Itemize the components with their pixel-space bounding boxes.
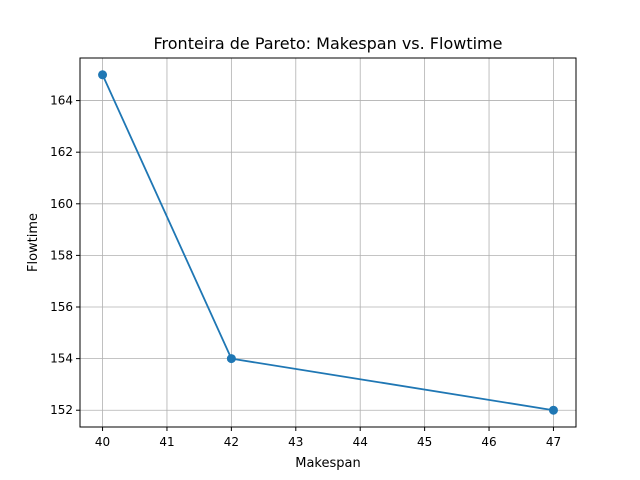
y-tick-label: 164 xyxy=(50,94,73,108)
y-axis-label: Flowtime xyxy=(26,213,41,272)
series-layer xyxy=(98,70,558,415)
x-tick-label: 40 xyxy=(95,435,110,449)
x-tick-label: 44 xyxy=(353,435,368,449)
x-tick-label: 43 xyxy=(288,435,303,449)
x-tick-label: 41 xyxy=(159,435,174,449)
y-tick-label: 162 xyxy=(50,145,73,159)
x-axis-ticks: 40 41 42 43 44 45 46 47 xyxy=(95,427,561,449)
grid xyxy=(80,58,576,427)
y-tick-label: 156 xyxy=(50,300,73,314)
x-tick-label: 42 xyxy=(224,435,239,449)
x-tick-label: 45 xyxy=(417,435,432,449)
x-axis-label: Makespan xyxy=(295,456,360,471)
y-axis-ticks: 152 154 156 158 160 162 164 xyxy=(50,94,80,417)
data-point xyxy=(98,70,108,80)
plot-frame xyxy=(79,57,577,428)
chart-title: Fronteira de Pareto: Makespan vs. Flowti… xyxy=(154,34,503,53)
x-tick-label: 47 xyxy=(546,435,561,449)
y-tick-label: 152 xyxy=(50,403,73,417)
data-point xyxy=(226,354,236,364)
data-point xyxy=(548,405,558,415)
y-tick-label: 154 xyxy=(50,352,73,366)
y-tick-label: 158 xyxy=(50,248,73,262)
x-tick-label: 46 xyxy=(481,435,496,449)
y-tick-label: 160 xyxy=(50,197,73,211)
